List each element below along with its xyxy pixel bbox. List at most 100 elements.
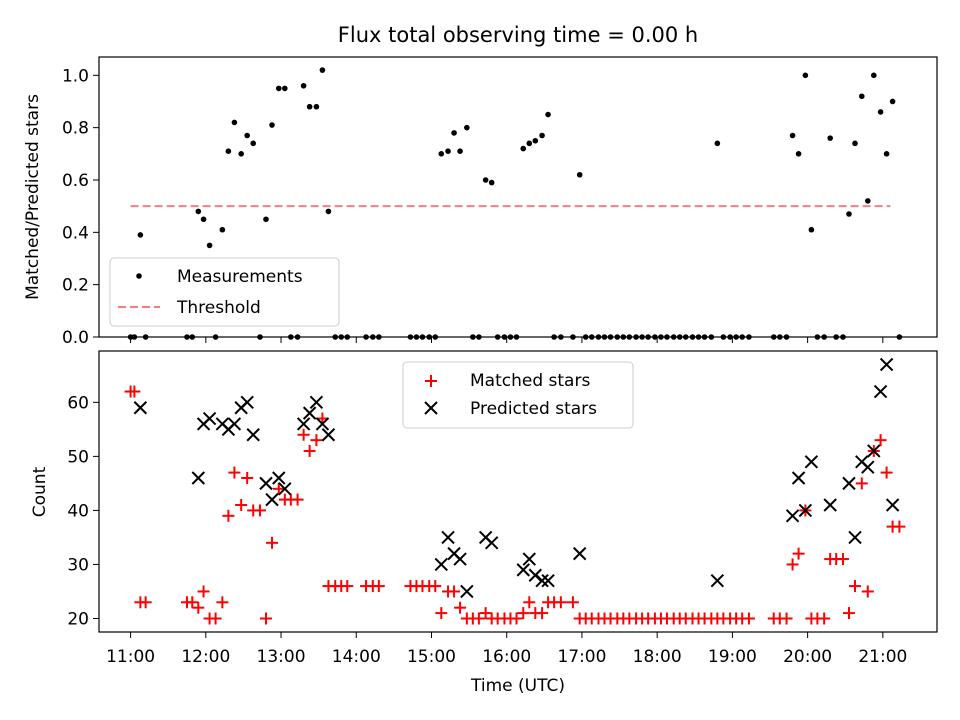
bottom-y-tick-label: 40	[67, 501, 89, 521]
measurement-point	[464, 124, 470, 131]
measurement-point	[789, 132, 796, 139]
matched-star-point	[880, 466, 893, 479]
predicted-star-point	[278, 482, 292, 496]
predicted-star-point	[879, 357, 894, 372]
predicted-star-point	[885, 498, 900, 512]
predicted-star-point	[453, 552, 467, 566]
measurement-point	[250, 140, 257, 147]
predicted-star-point	[804, 455, 819, 469]
matched-star-point	[510, 612, 523, 625]
top-legend: Measurements Threshold	[109, 257, 340, 327]
x-tick-label: 11:00	[106, 647, 155, 667]
measurement-point	[200, 216, 207, 223]
measurement-point	[300, 82, 307, 89]
matched-star-point	[849, 580, 862, 593]
predicted-star-point	[202, 411, 217, 426]
matched-star-point	[448, 585, 461, 598]
legend-predicted-marker	[424, 401, 438, 415]
top-y-axis-label: Matched/Predicted stars	[23, 94, 43, 300]
bottom-panel: 20 30 40 50 60 11:00 12:00 13:00 14:00 15:00 16:0…	[30, 350, 938, 696]
predicted-star-point	[296, 417, 311, 431]
measurement-point	[451, 130, 457, 136]
measurement-point	[238, 151, 244, 157]
predicted-star-point	[848, 530, 862, 545]
matched-star-point	[454, 601, 467, 614]
legend-measurements-label: Measurements	[177, 267, 303, 287]
measurement-point	[883, 151, 890, 157]
x-tick-label: 18:00	[633, 647, 682, 667]
matched-star-point	[472, 612, 485, 625]
predicted-star-point	[873, 384, 888, 399]
matched-star-point	[192, 601, 205, 614]
matched-star-point	[517, 607, 530, 620]
matched-star-point	[742, 612, 755, 625]
legend-threshold-label: Threshold	[176, 298, 261, 318]
predicted-star-point	[315, 417, 330, 431]
top-y-tick-label: 0.4	[62, 223, 89, 243]
measurement-point	[827, 135, 833, 141]
matched-star-point	[303, 444, 316, 457]
measurement-point	[545, 111, 551, 118]
predicted-star-point	[867, 444, 881, 458]
measurement-point	[325, 208, 332, 215]
matched-star-point	[786, 558, 799, 571]
x-tick-label: 17:00	[557, 647, 606, 667]
predicted-star-point	[535, 573, 549, 588]
measurement-point	[877, 109, 884, 115]
measurement-point	[269, 122, 275, 128]
measurement-point	[539, 132, 545, 139]
x-tick-label: 15:00	[407, 647, 456, 667]
measurement-point	[576, 171, 583, 178]
measurement-point	[206, 242, 213, 249]
predicted-star-point	[516, 563, 530, 577]
measurement-point	[889, 98, 896, 105]
matched-star-point	[893, 520, 906, 533]
matched-star-point	[842, 607, 855, 620]
measurement-point	[225, 148, 232, 155]
matched-star-point	[855, 477, 868, 490]
predicted-star-point	[191, 471, 206, 485]
matched-star-point	[266, 536, 279, 549]
predicted-star-point	[460, 584, 474, 599]
predicted-star-point	[823, 498, 837, 512]
measurement-point	[864, 198, 871, 204]
predicted-star-point	[798, 503, 813, 518]
predicted-star-point	[441, 530, 455, 545]
bottom-y-axis: 20 30 40 50 60	[67, 393, 99, 629]
matched-star-point	[554, 596, 567, 609]
measurement-point	[231, 119, 238, 126]
predicted-star-point	[484, 536, 499, 550]
measurement-point	[438, 151, 445, 157]
top-y-tick-label: 0.6	[62, 171, 89, 191]
matched-star-point	[780, 612, 793, 625]
matched-star-point	[523, 596, 536, 609]
predicted-star-point	[541, 573, 555, 588]
legend-measurements-marker	[136, 273, 142, 279]
predicted-star-point	[246, 428, 260, 442]
top-panel: 0.0 0.2 0.4 0.6 0.8 1.0 Matched/Predicted sta…	[23, 56, 938, 348]
x-tick-label: 20:00	[783, 647, 832, 667]
matched-star-point	[536, 607, 549, 620]
measurement-point	[137, 232, 144, 238]
matched-star-point	[209, 612, 222, 625]
measurement-point	[219, 226, 226, 233]
chart-title: Flux total observing time = 0.00 h	[338, 23, 698, 47]
measurement-point	[306, 103, 313, 110]
measurement-point	[795, 151, 802, 157]
measurement-point	[714, 140, 721, 147]
measurement-point	[802, 72, 809, 79]
predicted-star-point	[321, 428, 336, 442]
matched-star-point	[818, 612, 831, 625]
matched-star-point	[372, 580, 385, 593]
top-axes-frame	[98, 56, 938, 338]
measurement-point	[808, 226, 815, 233]
bottom-y-axis-label: Count	[30, 466, 50, 517]
matched-star-point	[235, 499, 248, 512]
matched-star-point	[186, 596, 199, 609]
predicted-star-point	[572, 546, 587, 561]
measurement-point	[858, 93, 865, 100]
measurement-point	[445, 148, 451, 155]
measurement-point	[275, 85, 282, 92]
predicted-star-point	[434, 557, 448, 572]
